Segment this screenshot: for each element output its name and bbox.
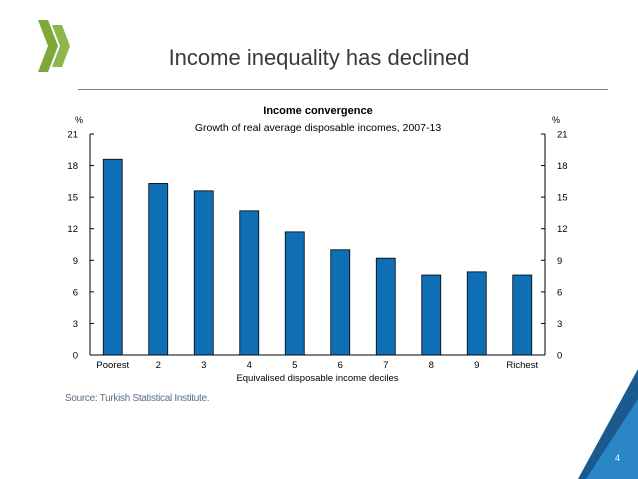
x-tick-label: Poorest: [96, 360, 129, 371]
chart-subtitle: Growth of real average disposable income…: [195, 122, 441, 134]
y-tick-label-left: 6: [73, 287, 78, 298]
title-rule: [78, 89, 608, 90]
chart-title: Income convergence: [263, 105, 372, 117]
y-tick-label-right: 12: [557, 224, 568, 235]
y-tick-label-left: 3: [73, 319, 78, 330]
bar: [193, 190, 214, 356]
corner-decoration: [578, 369, 638, 479]
y-tick-label-left: 9: [73, 256, 78, 267]
x-tick-label: 2: [156, 360, 161, 371]
x-tick-label: 8: [429, 360, 434, 371]
y-tick-label-left: 15: [67, 193, 78, 204]
bar: [148, 183, 169, 356]
y-tick-label-right: 3: [557, 319, 562, 330]
x-tick-label: 6: [338, 360, 343, 371]
y-axis-unit-left: %: [75, 115, 83, 125]
bar: [284, 231, 305, 356]
bar: [466, 271, 487, 356]
y-tick-label-right: 15: [557, 193, 568, 204]
y-tick-label-left: 21: [67, 130, 78, 141]
logo-chevron-1: [38, 20, 58, 46]
x-axis-label: Equivalised disposable income deciles: [236, 373, 398, 384]
y-tick-label-right: 21: [557, 130, 568, 141]
bar: [421, 274, 442, 356]
x-tick-label: 5: [292, 360, 297, 371]
page-number: 4: [615, 453, 621, 463]
bar: [330, 249, 351, 356]
bar: [239, 210, 260, 356]
bar: [512, 274, 533, 356]
bar-chart: Income convergence Growth of real average…: [67, 105, 568, 384]
y-tick-label-left: 0: [73, 351, 78, 362]
y-tick-label-right: 0: [557, 351, 562, 362]
x-tick-label: 7: [383, 360, 388, 371]
y-tick-label-right: 18: [557, 161, 568, 172]
y-tick-label-right: 9: [557, 256, 562, 267]
y-tick-label-left: 18: [67, 161, 78, 172]
source-note: Source: Turkish Statistical Institute.: [65, 393, 210, 404]
logo-chevron-4: [52, 46, 70, 67]
x-tick-label: 4: [247, 360, 252, 371]
x-tick-label: Richest: [506, 360, 538, 371]
x-tick-label: 9: [474, 360, 479, 371]
slide-title: Income inequality has declined: [168, 45, 470, 70]
y-tick-label-left: 12: [67, 224, 78, 235]
logo-chevron-3: [52, 25, 70, 46]
y-tick-label-right: 6: [557, 287, 562, 298]
logo-chevron-2: [38, 46, 58, 72]
bar: [102, 158, 123, 356]
oecd-logo: [38, 20, 70, 72]
bar: [375, 257, 396, 356]
y-axis-unit-right: %: [552, 115, 560, 125]
x-tick-label: 3: [201, 360, 206, 371]
